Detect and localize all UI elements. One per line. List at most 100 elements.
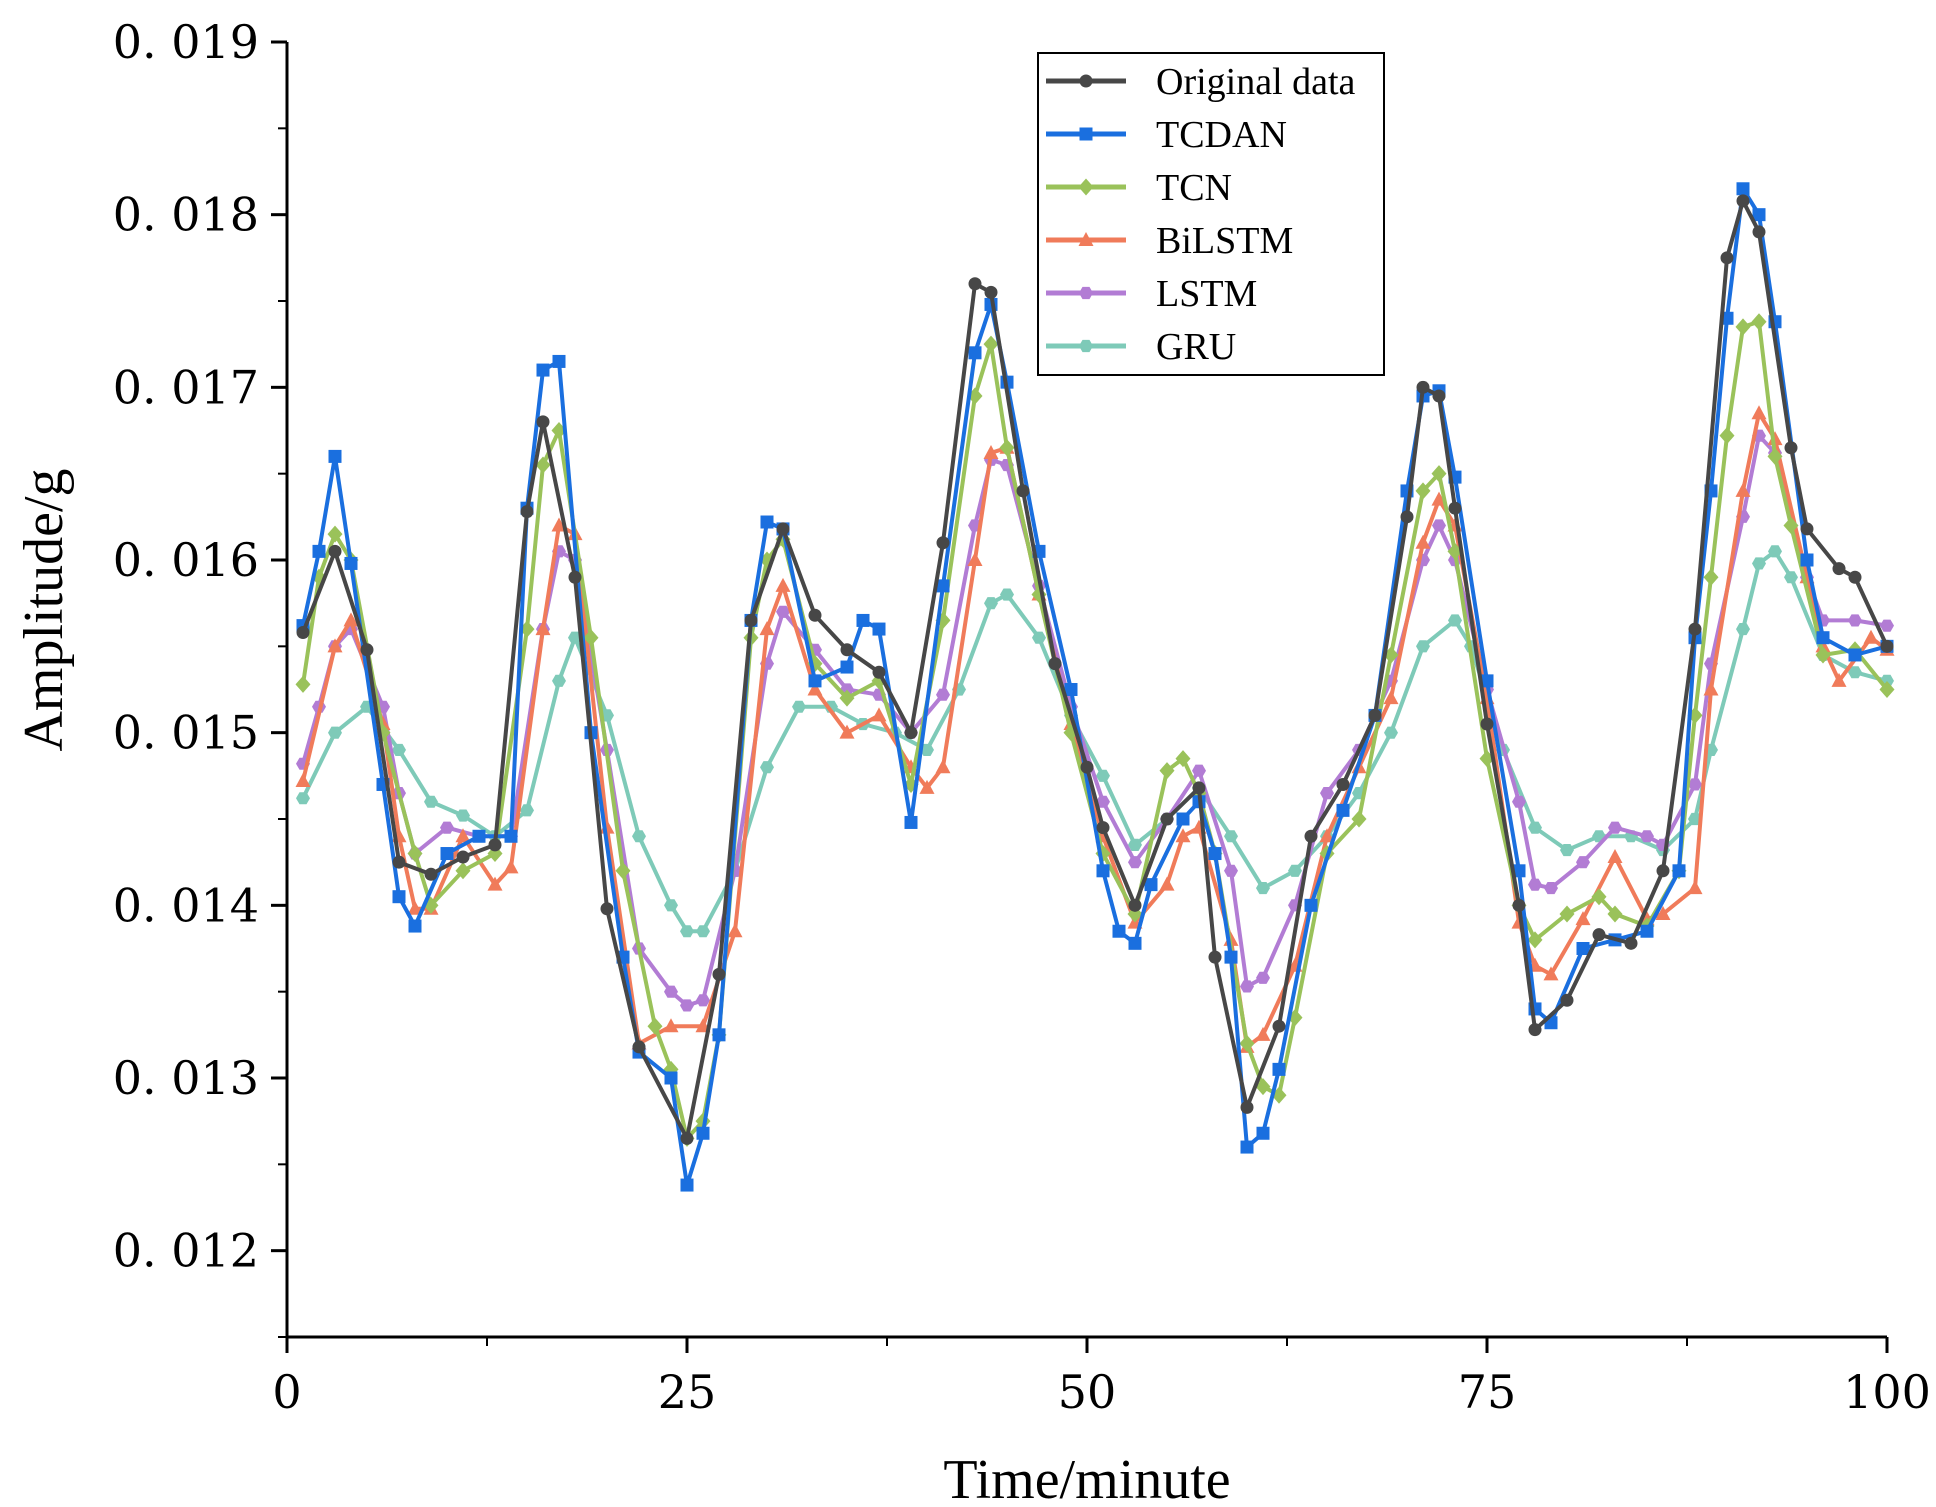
data-point [664, 985, 678, 998]
data-point [840, 660, 854, 674]
data-point [1543, 966, 1559, 981]
data-point [1528, 1023, 1542, 1037]
data-point [1176, 812, 1190, 826]
data-point [1687, 880, 1703, 895]
data-point [1816, 631, 1830, 645]
data-point [1096, 864, 1110, 878]
data-point [343, 612, 359, 627]
legend-marker [1079, 339, 1093, 353]
data-point [1528, 821, 1542, 834]
data-point [1688, 622, 1702, 636]
data-point [839, 689, 855, 707]
data-point [615, 862, 631, 880]
data-point [1336, 777, 1350, 791]
legend-marker [1078, 232, 1094, 246]
data-point [1032, 631, 1046, 644]
data-point [1351, 810, 1367, 828]
data-point [1848, 666, 1862, 679]
series-layer [295, 182, 1895, 1192]
data-point [327, 525, 343, 543]
data-point [1768, 545, 1782, 558]
series-line-gru [301, 549, 1888, 934]
legend-marker [1079, 74, 1093, 88]
data-point [919, 779, 935, 794]
data-point [488, 838, 502, 852]
data-point [871, 707, 887, 722]
data-point [1128, 838, 1142, 851]
data-point [1416, 380, 1430, 394]
data-point [1320, 787, 1334, 800]
data-point [664, 899, 678, 912]
data-point [1304, 898, 1318, 912]
data-point [1752, 225, 1766, 239]
data-point [328, 449, 342, 463]
data-point [920, 743, 934, 756]
data-point [1368, 708, 1382, 722]
data-point [1319, 828, 1335, 843]
data-point [1751, 313, 1767, 331]
data-point [1720, 251, 1734, 265]
data-point [1432, 519, 1446, 532]
data-point [456, 850, 470, 864]
data-point [1559, 905, 1575, 923]
data-point [1800, 522, 1814, 536]
data-point [856, 613, 870, 627]
y-tick-label: 0. 014 [113, 878, 259, 932]
data-point [1879, 681, 1895, 698]
data-point [968, 277, 982, 291]
legend-marker [1079, 286, 1093, 300]
y-tick-label: 0. 019 [113, 15, 259, 69]
data-point [1592, 928, 1606, 942]
y-axis-title: Amplitude/g [13, 468, 75, 751]
data-point [776, 522, 790, 536]
data-point [1400, 510, 1414, 524]
data-point [440, 821, 454, 834]
data-point [1416, 640, 1430, 653]
data-point [808, 608, 822, 622]
data-point [1208, 950, 1222, 964]
data-point [1607, 905, 1623, 923]
legend-label: TCDAN [1156, 114, 1287, 156]
data-point [775, 577, 791, 592]
data-point [1607, 848, 1623, 863]
data-point [1575, 911, 1591, 926]
legend-label: LSTM [1156, 273, 1257, 315]
data-point [872, 622, 886, 636]
y-tick-label: 0. 015 [113, 706, 259, 760]
data-point [1512, 795, 1526, 808]
data-point [1415, 534, 1431, 549]
data-point [1064, 683, 1078, 696]
data-point [1448, 501, 1462, 515]
data-point [696, 1126, 710, 1140]
data-point [759, 621, 775, 636]
data-point [807, 681, 823, 696]
data-point [712, 967, 726, 981]
y-tick-label: 0. 018 [113, 188, 259, 242]
data-point [983, 444, 999, 459]
data-point [696, 994, 710, 1007]
legend-item-tcn: TCN [1046, 167, 1232, 209]
data-point [456, 809, 470, 822]
data-point [1431, 491, 1447, 506]
legend-label: TCN [1156, 167, 1232, 209]
x-tick-label: 25 [658, 1365, 717, 1419]
data-point [1880, 639, 1894, 653]
data-point [1767, 447, 1783, 465]
data-point [1527, 931, 1543, 949]
data-point [1144, 878, 1158, 892]
data-point [1640, 924, 1654, 938]
data-point [1128, 856, 1142, 869]
data-point [1048, 657, 1062, 671]
data-point [1735, 318, 1751, 336]
legend: Original data TCDAN TCN BiLSTM LSTM GRU [1037, 52, 1385, 376]
data-point [504, 829, 518, 843]
data-point [328, 544, 342, 558]
data-point [760, 515, 774, 529]
data-point [392, 743, 406, 756]
data-point [1224, 830, 1238, 843]
data-point [424, 867, 438, 881]
data-point [1175, 828, 1191, 843]
data-point [1288, 864, 1302, 877]
data-point [1784, 441, 1798, 455]
legend-label: GRU [1156, 326, 1236, 368]
